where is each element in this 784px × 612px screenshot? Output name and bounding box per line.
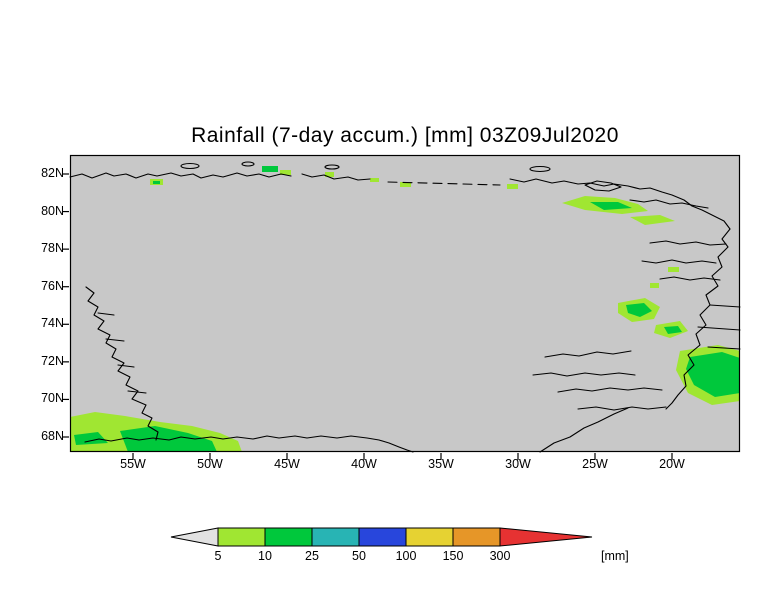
colorbar-arrow-low (170, 527, 219, 547)
colorbar-tick-label: 300 (489, 549, 511, 563)
lon-tick-label: 20W (659, 457, 685, 471)
colorbar-tick-label: 5 (214, 549, 222, 563)
colorbar-tick-label: 150 (442, 549, 464, 563)
rainfall-patches (70, 166, 740, 452)
colorbar-segment (311, 527, 360, 547)
lat-tick-label: 80N (41, 203, 64, 218)
colorbar-segment (217, 527, 266, 547)
lon-tick-label: 40W (351, 457, 377, 471)
map-plot (62, 154, 741, 460)
lon-tick-label: 35W (428, 457, 454, 471)
plot-title: Rainfall (7-day accum.) [mm] 03Z09Jul202… (191, 124, 619, 147)
colorbar-segment (358, 527, 407, 547)
colorbar-segment (452, 527, 501, 547)
lat-tick-label: 74N (41, 316, 64, 331)
map-area (62, 154, 741, 460)
colorbar-arrow-high (499, 527, 593, 547)
colorbar-tick-label: 100 (395, 549, 417, 563)
colorbar-segment (264, 527, 313, 547)
coastlines (69, 161, 741, 453)
lon-tick-label: 30W (505, 457, 531, 471)
lat-tick-label: 68N (41, 428, 64, 443)
colorbar-scale (170, 527, 593, 547)
colorbar-tick-label: 25 (305, 549, 319, 563)
lat-tick-label: 78N (41, 241, 64, 256)
lat-tick-label: 70N (41, 391, 64, 406)
colorbar-unit-label: [mm] (601, 549, 629, 563)
lon-tick-label: 45W (274, 457, 300, 471)
colorbar (168, 527, 598, 547)
lon-tick-label: 50W (197, 457, 223, 471)
map-frame (69, 154, 741, 453)
lat-tick-label: 82N (41, 166, 64, 180)
colorbar-tick-label: 50 (352, 549, 366, 563)
colorbar-segment (405, 527, 454, 547)
lat-tick-label: 76N (41, 278, 64, 293)
lon-tick-label: 55W (120, 457, 146, 471)
lat-tick-label: 72N (41, 353, 64, 368)
colorbar-tick-label: 10 (258, 549, 272, 563)
lon-tick-label: 25W (582, 457, 608, 471)
